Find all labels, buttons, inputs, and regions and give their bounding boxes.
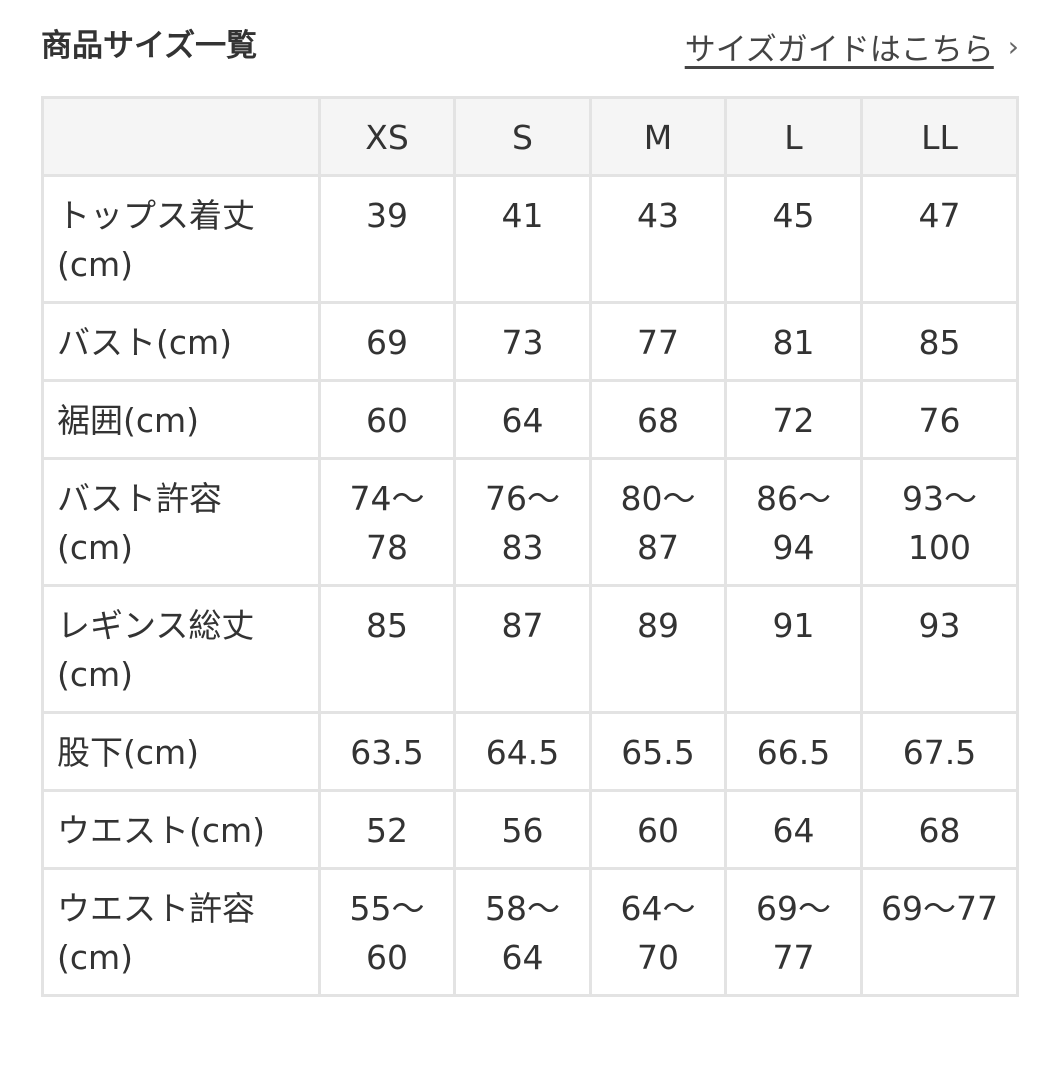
table-cell: 76 [860,379,1019,460]
table-row: バスト(cm) 69 73 77 81 85 [41,301,1019,382]
table-cell: 69〜77 [860,867,1019,997]
table-cell: 64〜 70 [589,867,727,997]
row-label: ウエスト(cm) [41,789,321,870]
table-cell: 80〜 87 [589,457,727,587]
column-header-ll: LL [860,96,1019,177]
row-label: バスト許容 (cm) [41,457,321,587]
table-cell: 91 [724,584,863,714]
table-cell: 93 [860,584,1019,714]
table-row: 股下(cm) 63.5 64.5 65.5 66.5 67.5 [41,711,1019,792]
table-cell: 60 [589,789,727,870]
table-header-row: XS S M L LL [41,96,1019,177]
column-header-l: L [724,96,863,177]
size-guide-link-text[interactable]: サイズガイドはこちら [684,32,994,68]
column-header-m: M [589,96,727,177]
table-cell: 86〜 94 [724,457,863,587]
table-cell: 85 [318,584,456,714]
table-cell: 69 [318,301,456,382]
table-cell: 87 [453,584,592,714]
table-cell: 64 [724,789,863,870]
table-cell: 68 [860,789,1019,870]
table-cell: 45 [724,174,863,304]
table-cell: 69〜 77 [724,867,863,997]
table-cell: 60 [318,379,456,460]
table-cell: 41 [453,174,592,304]
table-cell: 81 [724,301,863,382]
table-cell: 64.5 [453,711,592,792]
table-cell: 43 [589,174,727,304]
table-cell: 55〜 60 [318,867,456,997]
table-cell: 77 [589,301,727,382]
page-title: 商品サイズ一覧 [41,28,258,64]
table-cell: 68 [589,379,727,460]
table-cell: 73 [453,301,592,382]
table-row: 裾囲(cm) 60 64 68 72 76 [41,379,1019,460]
table-cell: 66.5 [724,711,863,792]
table-cell: 39 [318,174,456,304]
chevron-right-icon: › [1007,30,1019,63]
table-cell: 63.5 [318,711,456,792]
column-header-xs: XS [318,96,456,177]
table-cell: 76〜 83 [453,457,592,587]
table-cell: 85 [860,301,1019,382]
size-table: XS S M L LL トップス着丈 (cm) 39 41 43 45 47 バスト(cm) 69 73… [41,96,1019,997]
table-row: レギンス総丈 (cm) 85 87 89 91 93 [41,584,1019,714]
table-row: バスト許容 (cm) 74〜 78 76〜 83 80〜 87 86〜 94 93〜 10… [41,457,1019,587]
table-cell: 74〜 78 [318,457,456,587]
size-guide-link[interactable]: サイズガイドはこちら › [685,24,1019,69]
column-header-s: S [453,96,592,177]
table-cell: 47 [860,174,1019,304]
row-label: レギンス総丈 (cm) [41,584,321,714]
table-cell: 64 [453,379,592,460]
table-cell: 67.5 [860,711,1019,792]
table-cell: 52 [318,789,456,870]
row-label: トップス着丈 (cm) [41,174,321,304]
row-label: 裾囲(cm) [41,379,321,460]
table-cell: 72 [724,379,863,460]
table-cell: 65.5 [589,711,727,792]
column-header-empty [41,96,321,177]
table-row: ウエスト許容 (cm) 55〜 60 58〜 64 64〜 70 69〜 77 69〜77 [41,867,1019,997]
table-row: トップス着丈 (cm) 39 41 43 45 47 [41,174,1019,304]
table-cell: 93〜 100 [860,457,1019,587]
table-cell: 56 [453,789,592,870]
table-row: ウエスト(cm) 52 56 60 64 68 [41,789,1019,870]
row-label: バスト(cm) [41,301,321,382]
table-cell: 58〜 64 [453,867,592,997]
table-cell: 89 [589,584,727,714]
row-label: 股下(cm) [41,711,321,792]
row-label: ウエスト許容 (cm) [41,867,321,997]
